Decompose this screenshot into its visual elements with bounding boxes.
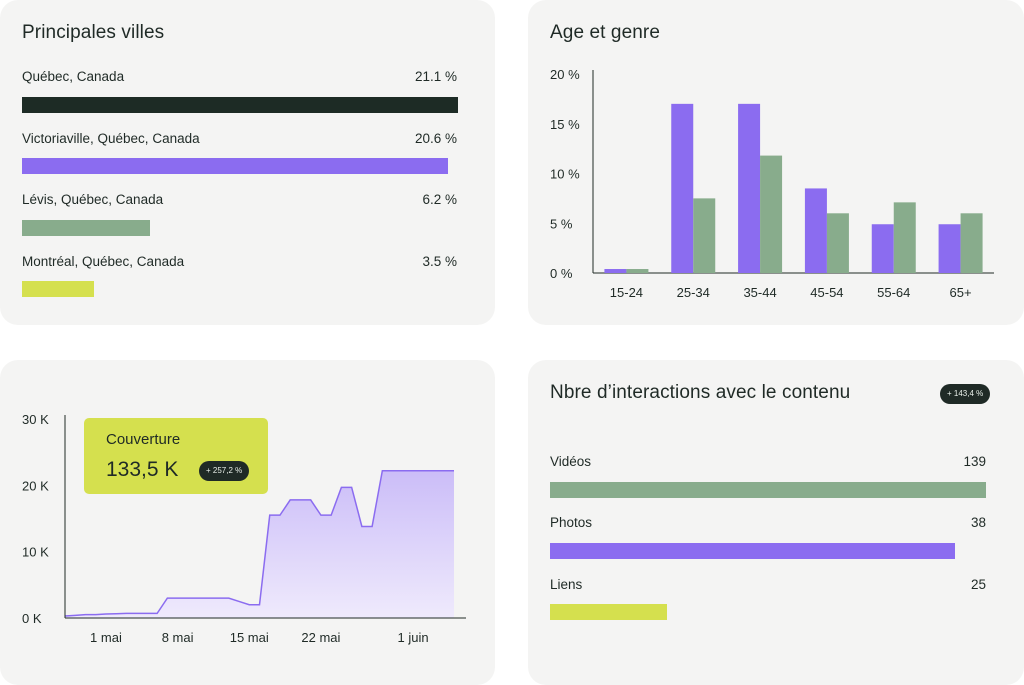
x-tick-label: 45-54: [810, 285, 843, 300]
interaction-value: 38: [970, 515, 986, 530]
interaction-value: 25: [970, 577, 986, 592]
interactions-growth-badge: + 143,4 %: [940, 384, 991, 404]
top-cities-title: Principales villes: [22, 22, 165, 43]
city-label: Montréal, Québec, Canada: [22, 254, 185, 269]
interaction-bar: [550, 482, 986, 498]
city-label: Victoriaville, Québec, Canada: [22, 131, 200, 146]
city-value: 20.6 %: [414, 131, 457, 146]
y-tick-label: 10 K: [22, 545, 49, 560]
city-value: 21.1 %: [414, 69, 457, 84]
interaction-label: Vidéos: [550, 454, 592, 469]
y-tick-label: 30 K: [22, 412, 49, 427]
top-cities-card: Principales villes Québec, Canada 21.1 %…: [0, 0, 495, 325]
age-bar: [738, 103, 761, 273]
city-label: Lévis, Québec, Canada: [22, 192, 164, 207]
city-value: 6.2 %: [422, 192, 457, 207]
reach-label: Couverture: [106, 431, 181, 448]
y-tick-label: 15 %: [550, 117, 580, 132]
interaction-bar: [550, 543, 955, 559]
age-bar: [604, 269, 627, 273]
city-bar: [22, 281, 95, 297]
reach-growth-badge: + 257,2 %: [199, 461, 250, 481]
reach-value: 133,5 K: [106, 458, 179, 481]
y-tick-label: 20 K: [22, 478, 49, 493]
age-gender-title: Age et genre: [550, 22, 661, 43]
y-tick-label: 5 %: [550, 216, 573, 231]
interaction-label: Liens: [550, 577, 583, 592]
x-tick-label: 35-44: [743, 285, 776, 300]
reach-chart: 0 K 10 K 20 K 30 K 1 mai 8 mai 15 mai 22 mai 1 j…: [22, 412, 466, 645]
age-bar: [626, 269, 649, 273]
reach-summary-box: Couverture 133,5 K + 257,2 %: [84, 418, 268, 494]
age-bar: [938, 224, 961, 273]
age-gender-card: Age et genre 0 % 5 % 10 % 15 % 20 % 15-24 25-3…: [528, 0, 1024, 325]
reach-line: [64, 469, 454, 617]
y-tick-label: 0 K: [22, 611, 42, 626]
age-bar: [760, 155, 783, 273]
x-tick-label: 8 mai: [162, 630, 194, 645]
x-tick-label: 65+: [950, 285, 972, 300]
interaction-value: 139: [963, 454, 986, 469]
age-bar: [960, 213, 983, 273]
interaction-label: Photos: [550, 515, 593, 530]
city-value: 3.5 %: [422, 254, 457, 269]
age-bar: [804, 188, 827, 273]
city-bar: [22, 220, 151, 236]
x-tick-label: 1 mai: [90, 630, 122, 645]
interactions-card: Nbre d’interactions avec le contenu + 14…: [528, 360, 1024, 685]
interactions-title: Nbre d’interactions avec le contenu: [550, 382, 851, 403]
age-bar: [693, 198, 716, 273]
city-bar: [22, 97, 458, 113]
x-tick-label: 15-24: [610, 285, 643, 300]
city-label: Québec, Canada: [22, 69, 125, 84]
x-tick-label: 22 mai: [301, 630, 340, 645]
age-bar: [893, 202, 916, 273]
x-tick-label: 25-34: [677, 285, 710, 300]
x-tick-label: 15 mai: [230, 630, 269, 645]
y-tick-label: 0 %: [550, 266, 573, 281]
y-tick-label: 10 %: [550, 167, 580, 182]
interaction-bar: [550, 604, 667, 620]
age-bar: [671, 103, 694, 273]
age-gender-chart: 0 % 5 % 10 % 15 % 20 % 15-24 25-34 35-44 45-54 55…: [550, 67, 994, 300]
reach-card: 0 K 10 K 20 K 30 K 1 mai 8 mai 15 mai 22 mai 1 j…: [0, 360, 495, 685]
age-bar: [826, 213, 849, 273]
y-tick-label: 20 %: [550, 67, 580, 82]
city-bar: [22, 158, 448, 174]
age-bar: [871, 224, 894, 273]
x-tick-label: 55-64: [877, 285, 910, 300]
x-tick-label: 1 juin: [398, 630, 429, 645]
